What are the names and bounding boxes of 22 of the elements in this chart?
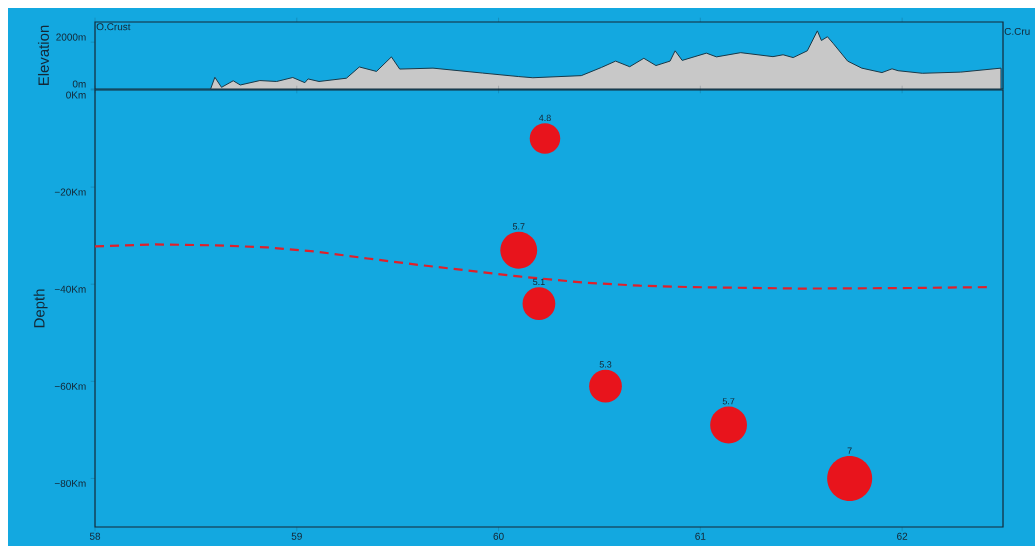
annotation: O.Crust [96,23,131,31]
x-tick-label: 61 [695,532,706,540]
x-tick-label: 60 [493,532,504,540]
y-tick-label: −60Km [54,382,86,390]
annotation: 5.3 [599,361,612,368]
y-tick-label: 0Km [66,91,86,99]
y-axis-title: Depth [33,289,48,328]
x-tick-label: 59 [291,532,302,540]
x-tick-label: 58 [89,532,101,540]
y-tick-label: −40Km [54,285,86,293]
annotation: 5.1 [533,278,545,286]
annotation: 4.8 [538,114,551,122]
annotation: 7 [847,447,852,454]
y-tick-label: −80Km [54,479,86,487]
y-tick-label: 2000m [56,33,86,41]
text: C.Cru [1004,27,1030,35]
annotation: 5.7 [722,398,735,405]
annotation: 5.7 [512,223,525,230]
y-axis-title: Elevation [37,25,49,85]
x-tick-label: 62 [897,532,908,540]
y-tick-label: 0m [72,80,86,88]
y-tick-label: −20Km [54,188,86,196]
